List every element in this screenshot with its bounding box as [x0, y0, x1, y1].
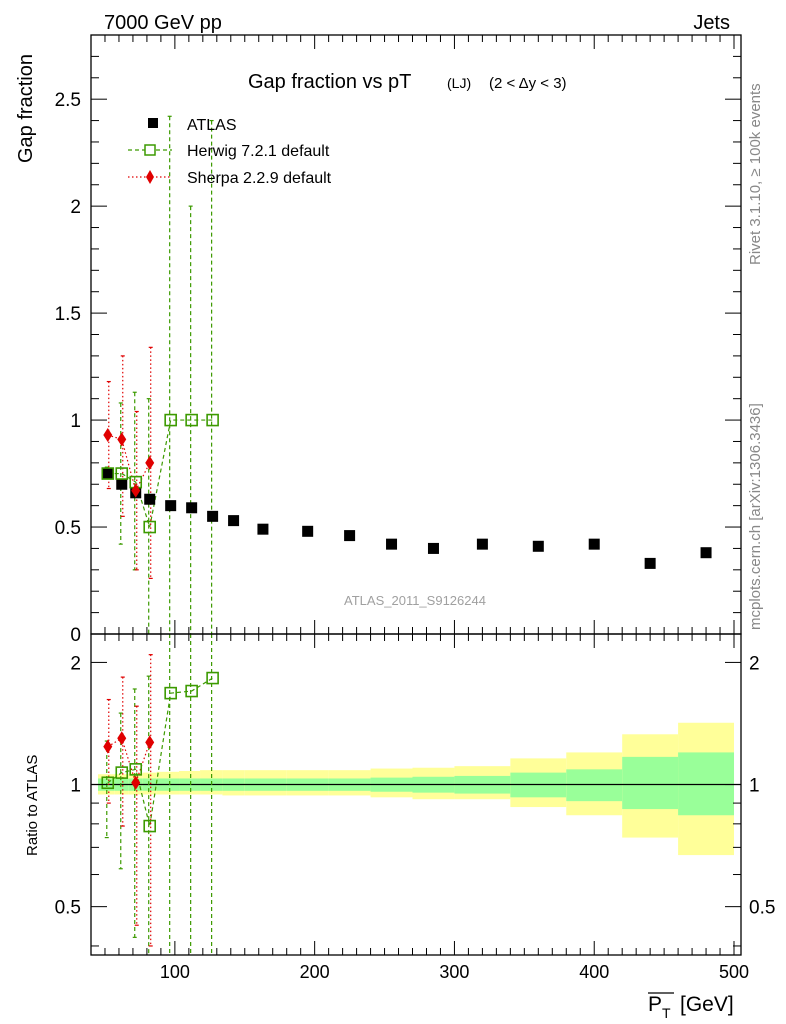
herwig-point: [185, 413, 198, 427]
ratio-herwig-point: [206, 671, 219, 685]
main-y-tick-label: 0: [70, 625, 81, 646]
ratio-y-tick-label-left: 2: [70, 653, 81, 674]
band-stat-16: [622, 756, 679, 810]
sherpa-point: [131, 483, 141, 498]
legend: ATLAS Herwig 7.2.1 default Sherpa 2.2.9 …: [128, 117, 332, 187]
atlas-point: [344, 530, 356, 542]
band-stat-15: [566, 769, 623, 802]
main-y-tick-label: 1.5: [55, 304, 81, 325]
x-tick-label: 200: [300, 962, 330, 982]
xlabel-t: T: [662, 1005, 671, 1021]
main-y-tick-label: 2: [70, 197, 81, 218]
herwig-line: [107, 419, 213, 528]
main-y-tick-label: 1: [70, 411, 81, 432]
atlas-point: [144, 493, 156, 505]
sherpa-point: [145, 455, 155, 470]
sherpa-point: [117, 432, 127, 447]
ratio-herwig-point: [129, 763, 143, 776]
main-title-cond: (2 < Δy < 3): [489, 75, 567, 92]
sherpa-line: [107, 434, 151, 493]
x-tick-label: 500: [719, 962, 749, 982]
analysis-label: ATLAS_2011_S9126244: [344, 593, 486, 608]
atlas-point: [532, 540, 544, 552]
x-axis-label: P T [GeV]: [648, 992, 734, 1021]
atlas-point: [700, 547, 712, 559]
ratio-sherpa-point: [145, 735, 155, 750]
atlas-point: [228, 515, 240, 527]
atlas-point: [476, 538, 488, 550]
ratio-herwig-point: [101, 776, 115, 790]
atlas-point: [588, 538, 600, 550]
main-ylabel: Gap fraction: [15, 54, 37, 163]
ratio-y-tick-label-right: 2: [749, 653, 760, 674]
ratio-sherpa-line: [107, 737, 151, 785]
x-tick-label: 100: [160, 962, 190, 982]
atlas-point: [257, 523, 269, 535]
ratio-herwig-line: [107, 677, 213, 827]
herwig-point: [101, 467, 115, 480]
ratio-y-tick-label-left: 0.5: [55, 898, 81, 919]
category-label: Jets: [693, 12, 730, 34]
ratio-herwig-point: [164, 686, 177, 700]
ratio-frame: [90, 633, 742, 956]
ratio-y-tick-label-right: 1: [749, 776, 760, 797]
ratio-herwig-point: [185, 684, 198, 698]
xlabel-unit: [GeV]: [680, 993, 734, 1016]
atlas-point: [302, 525, 314, 537]
ratio-sherpa-point: [131, 775, 141, 790]
energy-label: 7000 GeV pp: [104, 12, 222, 34]
atlas-point: [386, 538, 398, 550]
atlas-point: [427, 542, 439, 554]
ratio-herwig-point: [115, 766, 129, 779]
atlas-point: [116, 478, 128, 490]
ratio-herwig-point: [143, 819, 157, 833]
band-stat-17: [678, 752, 735, 816]
legend-atlas-label: ATLAS: [187, 117, 237, 134]
ratio-sherpa-point: [117, 731, 127, 746]
main-y-tick-label: 2.5: [55, 90, 81, 111]
ratio-y-tick-label-right: 0.5: [749, 898, 775, 919]
legend-sherpa-marker: [146, 170, 154, 184]
ratio-ylabel: Ratio to ATLAS: [24, 755, 41, 856]
herwig-point: [143, 520, 157, 534]
xlabel-p: P: [648, 993, 662, 1016]
rivet-label: Rivet 3.1.10, ≥ 100k events: [747, 83, 764, 265]
atlas-point: [102, 468, 114, 480]
ratio-y-tick-label-left: 1: [70, 776, 81, 797]
legend-herwig-label: Herwig 7.2.1 default: [187, 143, 330, 160]
main-title: Gap fraction vs pT (LJ) (2 < Δy < 3): [248, 71, 567, 93]
main-title-sub: (LJ): [447, 75, 471, 91]
herwig-point: [206, 413, 219, 427]
herwig-point: [115, 467, 129, 480]
main-y-tick-label: 0.5: [55, 518, 81, 539]
ratio-sherpa-point: [103, 739, 113, 754]
x-tick-label: 300: [439, 962, 469, 982]
legend-sherpa-label: Sherpa 2.2.9 default: [187, 170, 332, 187]
mcplots-label: mcplots.cern.ch [arXiv:1306.3436]: [747, 403, 764, 630]
main-title-text: Gap fraction vs pT: [248, 71, 411, 93]
atlas-point: [644, 557, 656, 569]
legend-herwig-marker: [144, 144, 156, 156]
legend-atlas-marker: [148, 118, 158, 128]
atlas-point: [186, 502, 198, 514]
atlas-point: [207, 510, 219, 522]
atlas-point: [165, 500, 177, 512]
herwig-point: [164, 413, 177, 427]
sherpa-point: [103, 428, 113, 443]
x-tick-label: 400: [579, 962, 609, 982]
